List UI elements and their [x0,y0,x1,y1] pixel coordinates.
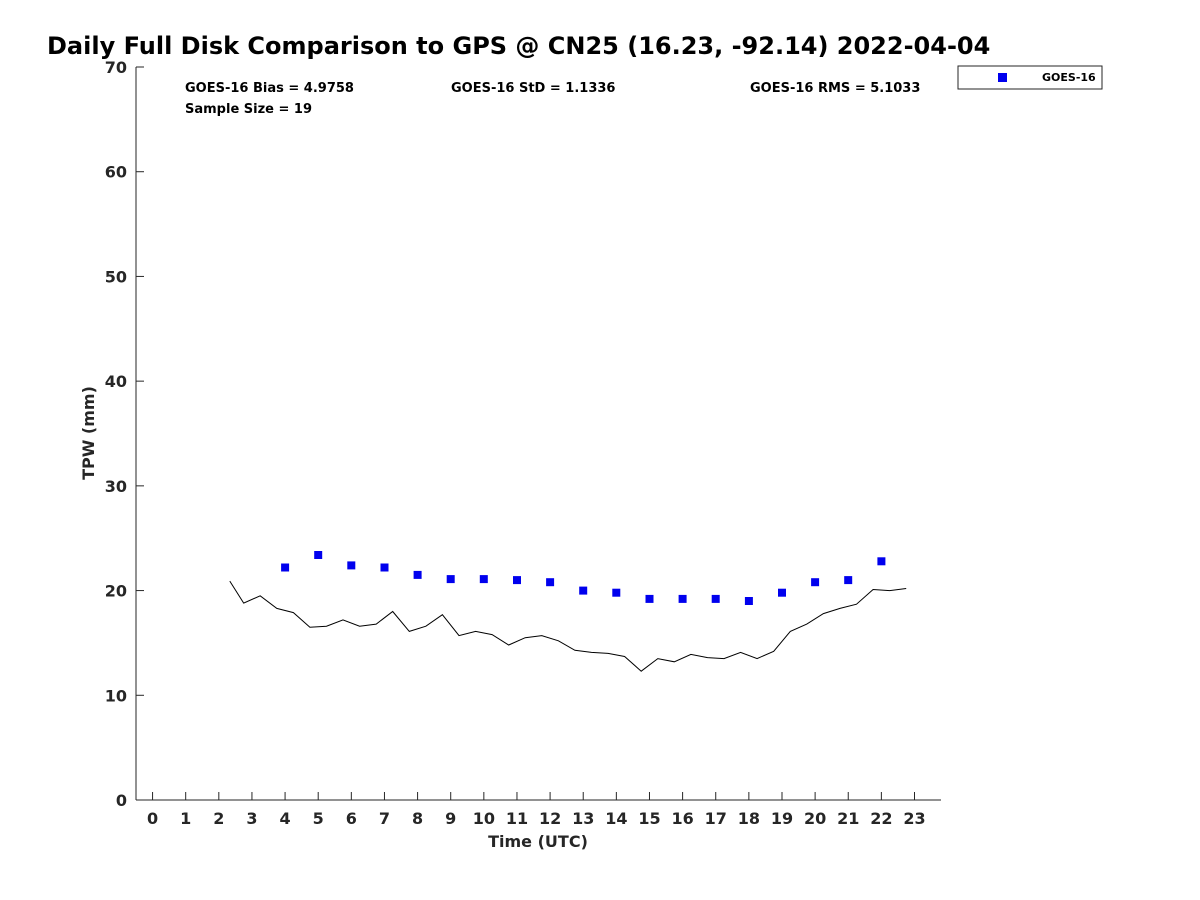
goes16-point [678,594,687,603]
y-tick-label: 60 [105,163,127,182]
x-tick-label: 14 [605,809,627,828]
x-tick-label: 7 [379,809,390,828]
x-tick-label: 16 [671,809,693,828]
x-tick-label: 10 [473,809,495,828]
y-tick-label: 10 [105,686,127,705]
y-tick-label: 0 [116,791,127,810]
x-tick-label: 21 [837,809,859,828]
goes16-point [778,588,786,597]
goes16-point [612,588,621,597]
x-tick-label: 20 [804,809,826,828]
stat-std: GOES-16 StD = 1.1336 [451,81,615,96]
x-tick-label: 3 [246,809,257,828]
x-tick-label: 18 [738,809,760,828]
goes16-scatter-series [281,551,886,605]
x-tick-label: 9 [445,809,456,828]
x-tick-label: 12 [539,809,561,828]
goes16-point [579,586,588,595]
legend: GOES-16 [957,65,1103,90]
goes16-point [479,575,488,584]
x-ticks: 0 1 2 3 4 5 6 7 8 9 10 11 12 13 14 15 16 17 18 19 20 21 22 23 [147,792,926,828]
y-tick-label: 50 [105,267,127,286]
goes16-point [314,551,323,559]
x-tick-label: 13 [572,809,594,828]
x-tick-label: 0 [147,809,158,828]
x-tick-label: 15 [638,809,660,828]
y-tick-label: 20 [105,582,127,601]
stat-sample-size: Sample Size = 19 [185,102,312,117]
goes16-point [877,557,886,566]
gps-line [229,580,907,672]
goes16-point [744,597,753,605]
goes16-point [811,578,820,587]
goes16-point [413,570,422,579]
x-tick-label: 19 [771,809,793,828]
x-tick-label: 6 [346,809,357,828]
x-axis-label: Time (UTC) [488,832,588,851]
goes16-point [711,594,720,603]
x-tick-label: 1 [180,809,191,828]
stats-annotations: GOES-16 Bias = 4.9758 GOES-16 StD = 1.13… [185,81,920,117]
goes16-point [844,576,853,585]
stat-bias: GOES-16 Bias = 4.9758 [185,81,354,96]
x-tick-label: 8 [412,809,423,828]
x-tick-label: 11 [506,809,528,828]
goes16-point [380,563,389,572]
x-tick-label: 23 [903,809,925,828]
goes16-point [513,576,521,585]
goes16-point [546,578,555,587]
goes16-point [645,594,654,603]
legend-marker [998,73,1007,82]
y-tick-label: 30 [105,477,127,496]
goes16-point [281,563,290,572]
legend-label: GOES-16 [1042,71,1096,84]
goes16-point [446,575,455,584]
y-tick-label: 40 [105,372,127,391]
x-tick-label: 17 [705,809,727,828]
x-tick-label: 2 [213,809,224,828]
stat-rms: GOES-16 RMS = 5.1033 [750,81,920,96]
legend-box [957,65,1103,90]
y-tick-label: 70 [105,58,127,77]
x-tick-label: 5 [313,809,324,828]
goes16-point [347,561,356,570]
y-axis-label: TPW (mm) [79,386,98,480]
gps-line-series [229,580,907,672]
chart-title: Daily Full Disk Comparison to GPS @ CN25… [47,32,990,60]
y-ticks: 0 10 20 30 40 50 60 70 [105,58,144,810]
x-tick-label: 4 [280,809,291,828]
x-tick-label: 22 [870,809,892,828]
